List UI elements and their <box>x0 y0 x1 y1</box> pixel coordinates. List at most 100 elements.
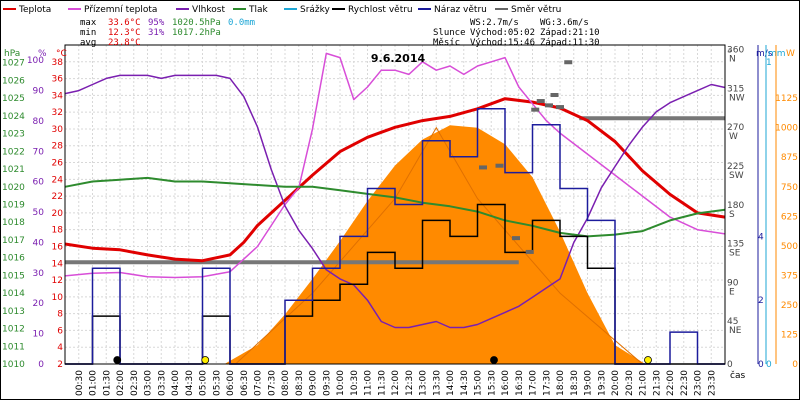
tick-time: 07:30 <box>267 370 277 396</box>
tick-temperature: 24 <box>52 175 64 185</box>
tick-pressure: 1023 <box>2 130 25 140</box>
direction-point <box>564 60 573 65</box>
unit-ms: m/s <box>756 49 773 59</box>
tick-humidity: 30 <box>33 269 45 279</box>
tick-temperature: 10 <box>52 293 64 303</box>
tick-solar: 875 <box>781 153 798 163</box>
tick-time: 01:00 <box>89 370 99 396</box>
tick-solar: 250 <box>781 301 798 311</box>
series-p-zemn-teplota <box>64 52 726 279</box>
stat-min-press: 1017.2hPa <box>172 28 221 38</box>
direction-point <box>495 163 504 168</box>
stat-max-temp: 33.6°C <box>108 18 141 28</box>
tick-humidity: 0 <box>38 360 44 370</box>
tick-time: 09:30 <box>322 370 332 396</box>
tick-direction: 45 <box>727 317 738 327</box>
stat-min-hum: 31% <box>148 28 165 38</box>
tick-direction-compass: SW <box>729 171 744 181</box>
tick-time: 20:30 <box>625 370 635 396</box>
tick-direction: 180 <box>727 201 744 211</box>
tick-direction-compass: S <box>729 210 735 220</box>
tick-solar: 750 <box>781 183 798 193</box>
unit-deg: °C <box>56 49 67 59</box>
tick-direction: 360 <box>727 46 744 56</box>
series-vlhkost <box>64 74 726 329</box>
tick-time: 01:30 <box>102 370 112 396</box>
plot-area <box>64 44 726 365</box>
unit-mm: mm <box>768 49 786 59</box>
tick-pressure: 1024 <box>2 112 25 122</box>
tick-solar: 125 <box>781 330 798 340</box>
tick-temperature: 18 <box>52 226 64 236</box>
tick-time: 15:30 <box>487 370 497 396</box>
tick-humidity: 50 <box>33 208 45 218</box>
tick-time: 05:30 <box>212 370 222 396</box>
tick-pressure: 1020 <box>2 183 25 193</box>
legend-label: Srážky <box>300 5 331 15</box>
tick-time: 04:30 <box>185 370 195 396</box>
stat-max-press: 1020.5hPa <box>172 18 221 28</box>
tick-humidity: 40 <box>33 238 45 248</box>
tick-time: 17:30 <box>542 370 552 396</box>
tick-time: 14:00 <box>446 370 456 396</box>
tick-time: 10:30 <box>350 370 360 396</box>
tick-time: 22:00 <box>666 370 676 396</box>
tick-temperature: 28 <box>52 142 64 152</box>
tick-temperature: 8 <box>57 310 63 320</box>
stat-wg: WG:3.6m/s <box>540 18 589 28</box>
legend-item: Tlak <box>233 5 269 15</box>
legend-item: Teplota <box>3 5 51 15</box>
tick-solar: 500 <box>781 242 798 252</box>
legend-item: Náraz větru <box>418 5 487 15</box>
solar-area <box>224 125 646 364</box>
tick-temperature: 22 <box>52 192 63 202</box>
tick-temperature: 34 <box>52 91 64 101</box>
direction-point <box>531 107 540 112</box>
tick-time: 08:00 <box>281 370 291 396</box>
direction-point <box>525 249 534 254</box>
tick-time: 02:30 <box>130 370 140 396</box>
tick-temperature: 6 <box>57 326 63 336</box>
tick-temperature: 26 <box>52 159 64 169</box>
tick-humidity: 20 <box>33 299 45 309</box>
stat-ws: WS:2.7m/s <box>470 18 519 28</box>
unit-pct: % <box>38 49 47 59</box>
tick-pressure: 1012 <box>2 325 25 335</box>
stat-avg-label: avg <box>80 38 96 48</box>
tick-time: 15:00 <box>474 370 484 396</box>
stat-min-temp: 12.3°C <box>108 28 141 38</box>
tick-time: 21:00 <box>639 370 649 396</box>
stat-avg-temp: 23.8°C <box>108 38 141 48</box>
tick-direction: 225 <box>727 162 744 172</box>
tick-pressure: 1016 <box>2 254 25 264</box>
stat-moon-label: Měsíc <box>433 38 460 48</box>
tick-direction-compass: W <box>729 132 738 142</box>
tick-direction-compass: NE <box>729 326 742 336</box>
tick-humidity: 90 <box>33 87 45 97</box>
tick-temperature: 30 <box>52 125 64 135</box>
tick-pressure: 1014 <box>2 289 25 299</box>
legend-label: Směr větru <box>511 5 561 15</box>
tick-time: 16:30 <box>515 370 525 396</box>
tick-temperature: 16 <box>52 242 64 252</box>
unit-hpa: hPa <box>4 49 20 59</box>
tick-direction: 90 <box>727 278 739 288</box>
direction-point <box>556 105 564 110</box>
tick-time: 21:30 <box>652 370 662 396</box>
tick-time: 09:00 <box>309 370 319 396</box>
stat-max-hum: 95% <box>148 18 165 28</box>
tick-time: 06:00 <box>226 370 236 396</box>
tick-pressure: 1027 <box>2 59 25 69</box>
tick-pressure: 1022 <box>2 147 25 157</box>
stat-sun-rise: Východ:05:02 <box>470 28 535 38</box>
tick-temperature: 20 <box>52 209 64 219</box>
legend-label: Teplota <box>18 5 51 15</box>
direction-point <box>536 99 545 104</box>
tick-direction-compass: E <box>729 287 735 297</box>
tick-humidity: 100 <box>27 56 44 66</box>
tick-time: 23:00 <box>694 370 704 396</box>
tick-time: 18:30 <box>570 370 580 396</box>
legend-item: Srážky <box>284 5 331 15</box>
tick-pressure: 1025 <box>2 94 25 104</box>
